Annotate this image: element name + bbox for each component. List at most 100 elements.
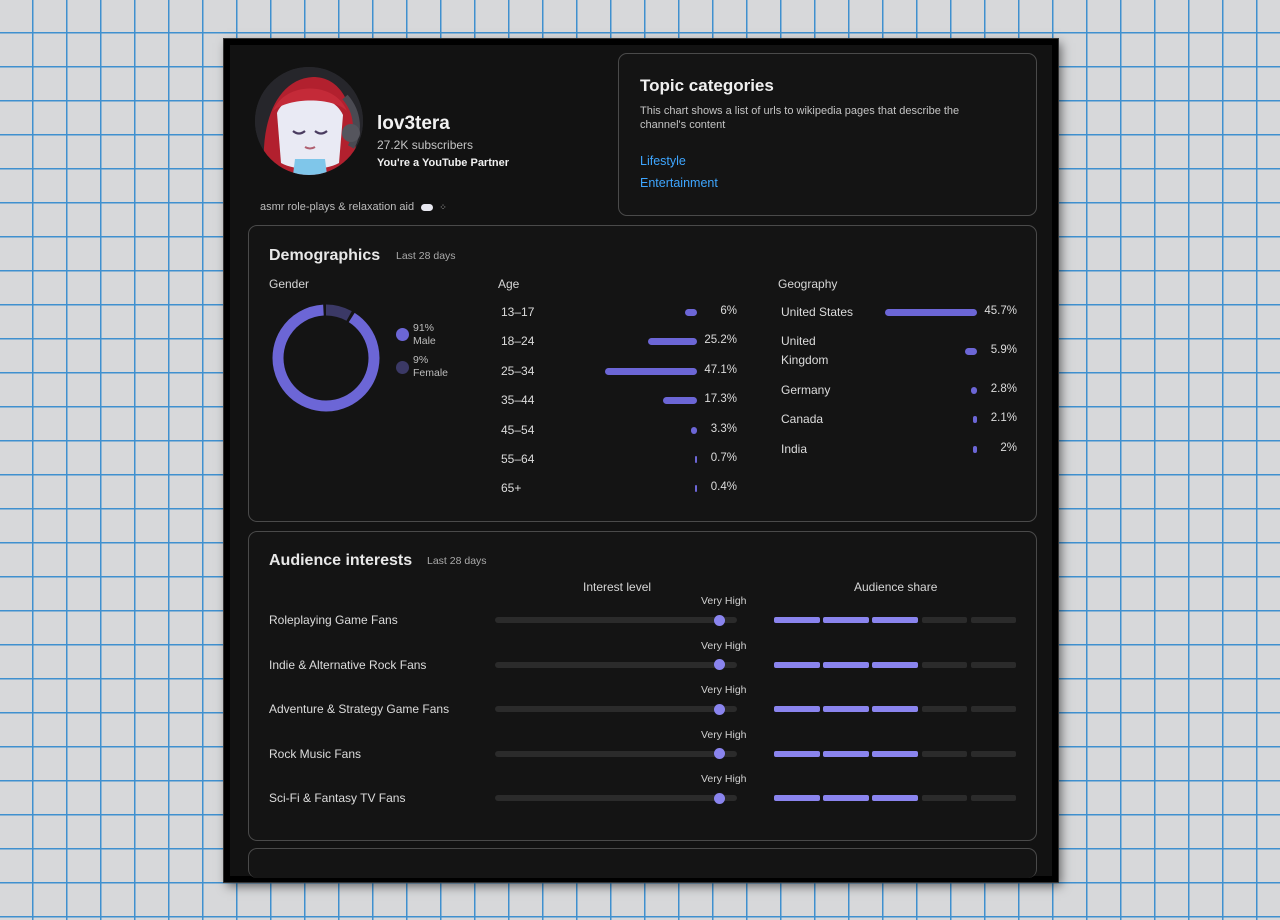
subscriber-count: 27.2K subscribers bbox=[377, 138, 474, 152]
interest-level-text: Very High bbox=[701, 595, 747, 607]
interest-level-track bbox=[495, 750, 737, 757]
sparkle-icon: ⁘ bbox=[439, 202, 447, 212]
audience-share-segment-filled bbox=[774, 706, 820, 713]
interest-level-marker bbox=[713, 703, 725, 715]
geography-value: 2.8% bbox=[990, 383, 1017, 395]
audience-share-segment-empty bbox=[921, 617, 968, 623]
audience-share-segment-empty bbox=[970, 661, 1017, 668]
interest-level-text: Very High bbox=[701, 728, 747, 741]
demographics-period: Last 28 days bbox=[396, 250, 456, 262]
interest-label: Adventure & Strategy Game Fans bbox=[269, 702, 450, 717]
female-label: Female bbox=[413, 367, 449, 379]
channel-analytics-panel: lov3tera 27.2K subscribers You're a YouT… bbox=[230, 45, 1052, 878]
age-value: 25.2% bbox=[704, 334, 737, 347]
age-label: 18–24 bbox=[501, 334, 535, 349]
interest-level-marker bbox=[713, 659, 725, 671]
donut-male-segment bbox=[272, 304, 380, 412]
geography-bar bbox=[972, 416, 977, 423]
legend-male-dot bbox=[396, 328, 409, 341]
age-value: 17.3% bbox=[704, 393, 737, 406]
audience-share-segment-filled bbox=[872, 750, 918, 757]
age-label: 55–64 bbox=[501, 452, 535, 466]
channel-avatar[interactable] bbox=[255, 67, 363, 175]
interest-level-text: Very High bbox=[701, 773, 747, 786]
audience-share-segment-filled bbox=[823, 795, 869, 802]
geography-bar bbox=[971, 387, 977, 394]
audience-interests-period: Last 28 days bbox=[427, 555, 487, 567]
interest-label: Roleplaying Game Fans bbox=[269, 613, 398, 627]
audience-share-segment-filled bbox=[823, 750, 869, 757]
audience-share-segment-filled bbox=[872, 706, 918, 713]
audience-share-segment-empty bbox=[970, 617, 1017, 623]
age-value: 47.1% bbox=[704, 363, 737, 376]
audience-share-segment-filled bbox=[774, 617, 820, 623]
geography-label: United Kingdom bbox=[781, 334, 829, 367]
legend-male: 91% Male bbox=[413, 322, 436, 348]
cloud-icon bbox=[421, 203, 434, 211]
demographics-title: Demographics bbox=[269, 247, 381, 264]
channel-name: lov3tera bbox=[377, 113, 450, 134]
audience-share-segment-filled bbox=[774, 750, 820, 757]
male-label: Male bbox=[413, 335, 436, 347]
audience-interests-card: Audience interests Last 28 days Interest… bbox=[248, 531, 1037, 841]
audience-share-segment-empty bbox=[921, 795, 968, 802]
geography-label: United States bbox=[781, 305, 854, 319]
audience-share-segment-empty bbox=[970, 795, 1017, 802]
audience-share-segment-filled bbox=[823, 661, 869, 668]
geography-bar bbox=[885, 309, 977, 316]
channel-tagline: asmr role-plays & relaxation aid ⁘ bbox=[260, 201, 447, 213]
male-percent: 91% bbox=[413, 322, 435, 334]
gender-donut-chart bbox=[272, 304, 380, 412]
age-bar bbox=[647, 338, 697, 346]
interest-level-text: Very High bbox=[701, 639, 747, 652]
geography-value: 2.1% bbox=[990, 412, 1017, 424]
age-value: 0.4% bbox=[710, 481, 737, 494]
age-label: 25–34 bbox=[501, 363, 535, 378]
audience-share-segment-empty bbox=[970, 706, 1017, 713]
geography-label: Germany bbox=[781, 383, 831, 397]
audience-share-segment-filled bbox=[872, 661, 918, 668]
age-label: 45–54 bbox=[501, 422, 535, 437]
age-value: 0.7% bbox=[710, 452, 737, 464]
interest-level-track bbox=[495, 706, 737, 713]
geography-bar bbox=[965, 348, 977, 355]
interest-level-track bbox=[495, 795, 737, 802]
audience-share-segment-filled bbox=[872, 795, 918, 802]
audience-share-segment-filled bbox=[872, 617, 918, 623]
audience-share-segment-empty bbox=[921, 750, 968, 757]
demographics-card: Demographics Last 28 days Gender Age Geo… bbox=[248, 225, 1037, 522]
interest-label: Rock Music Fans bbox=[269, 746, 362, 761]
interest-level-track bbox=[495, 661, 737, 668]
gender-heading: Gender bbox=[269, 277, 310, 291]
interest-level-track bbox=[495, 617, 737, 623]
audience-share-segment-empty bbox=[970, 750, 1017, 757]
audience-share-segment-filled bbox=[823, 706, 869, 713]
geography-value: 2% bbox=[1000, 442, 1017, 454]
tagline-text: asmr role-plays & relaxation aid bbox=[260, 201, 415, 213]
screenshot-frame: lov3tera 27.2K subscribers You're a YouT… bbox=[224, 39, 1058, 882]
topic-categories-description: This chart shows a list of urls to wikip… bbox=[640, 105, 960, 131]
interest-level-marker bbox=[713, 748, 725, 760]
donut-female-segment bbox=[272, 304, 380, 412]
audience-share-segment-filled bbox=[774, 795, 820, 802]
age-bar bbox=[685, 309, 697, 316]
audience-share-segment-filled bbox=[823, 617, 869, 623]
geography-heading: Geography bbox=[778, 277, 838, 291]
legend-female: 9% Female bbox=[413, 354, 448, 380]
age-value: 3.3% bbox=[710, 422, 737, 435]
interest-level-text: Very High bbox=[701, 684, 747, 697]
age-value: 6% bbox=[720, 305, 737, 317]
next-section-card bbox=[248, 848, 1037, 878]
age-bar bbox=[663, 397, 697, 405]
interest-label: Sci-Fi & Fantasy TV Fans bbox=[269, 791, 406, 806]
audience-share-heading: Audience share bbox=[854, 580, 938, 594]
topic-categories-card: Topic categories This chart shows a list… bbox=[618, 53, 1037, 216]
avatar-illustration bbox=[255, 67, 363, 175]
audience-share-segment-empty bbox=[921, 661, 968, 668]
topic-link-entertainment[interactable]: Entertainment bbox=[640, 176, 718, 190]
topic-categories-title: Topic categories bbox=[640, 76, 774, 95]
age-label: 13–17 bbox=[501, 305, 535, 319]
legend-female-dot bbox=[396, 361, 409, 374]
topic-link-lifestyle[interactable]: Lifestyle bbox=[640, 154, 686, 168]
geography-value: 45.7% bbox=[984, 305, 1017, 317]
